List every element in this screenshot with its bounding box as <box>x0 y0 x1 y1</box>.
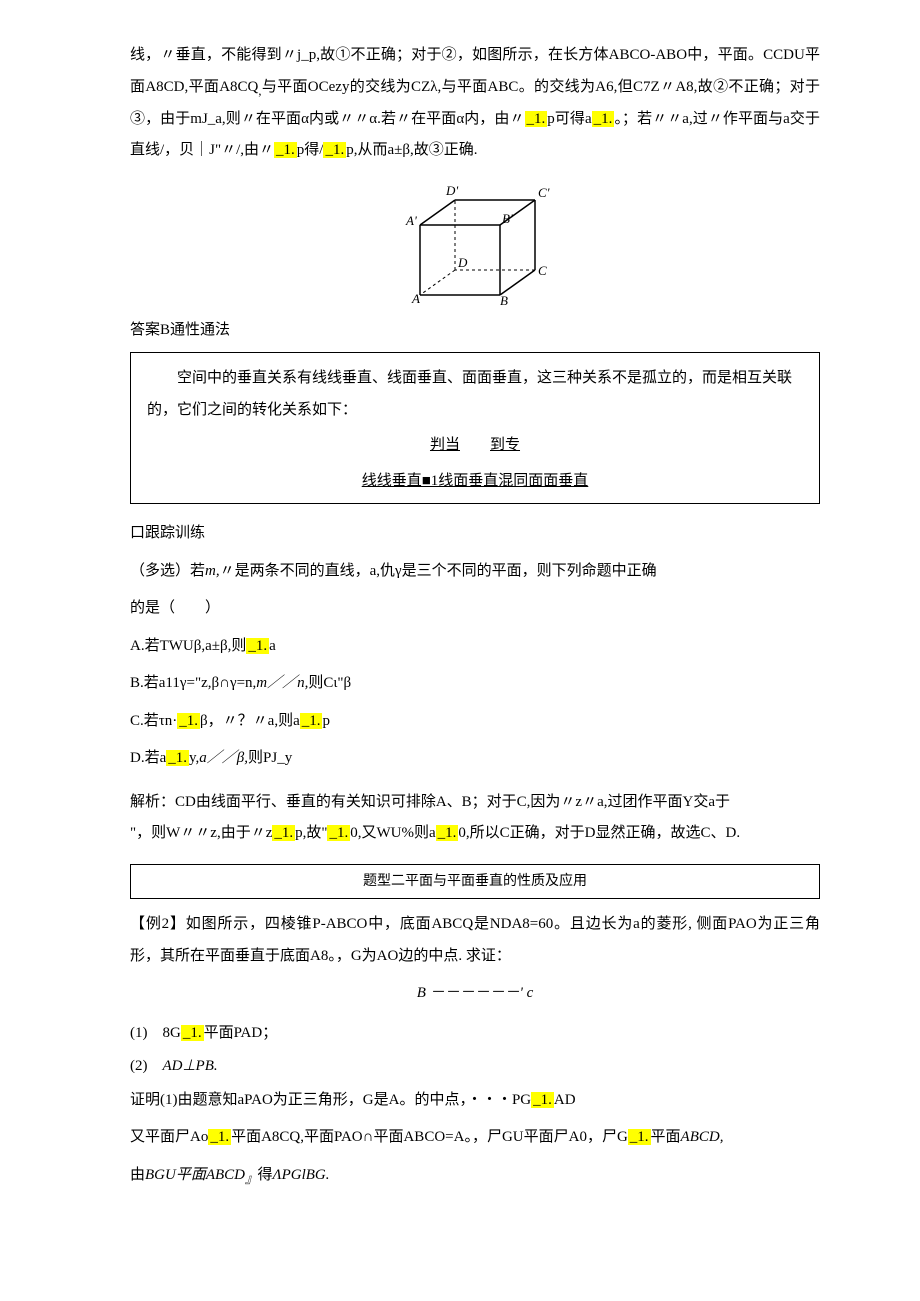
text: D.若a <box>130 750 166 766</box>
stem-line1: （多选）若m,〃是两条不同的直线，a,仇γ是三个不同的平面，则下列命题中正确 <box>130 556 820 588</box>
tracking-title: 口跟踪训练 <box>130 518 820 550</box>
intro-paragraph: 线，〃垂直，不能得到〃j_p,故①不正确；对于②，如图所示，在长方体ABCO-A… <box>130 40 820 167</box>
label-Ap: A' <box>405 213 417 228</box>
text: 解析：CD由线面平行、垂直的有关知识可排除A、B；对于C,因为〃z〃a,过团作平… <box>130 794 730 810</box>
text: p <box>322 713 330 729</box>
proof-line2: 又平面尸Ao_1.平面A8CQ,平面PAO∩平面ABCO=A。，尸GU平面尸A0… <box>130 1122 820 1154</box>
highlight: _1. <box>531 1092 554 1108</box>
text: 则PJ_y <box>248 750 292 766</box>
highlight: _1. <box>181 1025 204 1041</box>
italic: m／／n, <box>256 675 308 691</box>
italic: a／／β, <box>199 750 248 766</box>
proof-line1: 证明(1)由题意知aPAO为正三角形，G是A。的中点，・・・PG_1.AD <box>130 1085 820 1117</box>
solution-cd: 解析：CD由线面平行、垂直的有关知识可排除A、B；对于C,因为〃z〃a,过团作平… <box>130 787 820 850</box>
type2-heading: 题型二平面与平面垂直的性质及应用 <box>130 864 820 899</box>
text: 0,又WU%则a <box>350 825 435 841</box>
italic: AD⊥PB. <box>163 1058 218 1074</box>
text: 则Cι"β <box>308 675 351 691</box>
highlight: _1. <box>166 750 189 766</box>
cube-svg: A B C D A' B' C' D' <box>390 175 560 305</box>
rule-box: 空间中的垂直关系有线线垂直、线面垂直、面面垂直，这三种关系不是孤立的，而是相互关… <box>130 352 820 504</box>
example2-stem: 【例2】如图所示，四棱锥P-ABCO中，底面ABCQ是NDA8=60。且边长为a… <box>130 909 820 972</box>
text: C.若τn· <box>130 713 177 729</box>
italic: m, <box>205 563 220 579</box>
text: p可得a <box>547 111 591 127</box>
text: B.若a11γ="z,β∩γ=n, <box>130 675 256 691</box>
text: （多选）若 <box>130 563 205 579</box>
option-b: B.若a11γ="z,β∩γ=n,m／／n,则Cι"β <box>130 668 820 700</box>
sub: 』 <box>245 1172 258 1186</box>
formula-bc: B －－－－－－' c <box>130 978 820 1010</box>
text: β，〃？〃a,则a <box>200 713 300 729</box>
italic: ABCD, <box>681 1129 724 1145</box>
label-Cp: C' <box>538 185 550 200</box>
italic: BGU平面ABCD <box>145 1167 245 1183</box>
rule-row2: 线线垂直■1线面垂直混同面面垂直 <box>147 466 803 498</box>
label-B: B <box>500 293 508 305</box>
highlight: _1. <box>327 825 350 841</box>
label-Bp: B' <box>502 211 513 226</box>
text: (2) <box>130 1058 163 1074</box>
text: 又平面尸Ao <box>130 1129 208 1145</box>
highlight: _1. <box>246 638 269 654</box>
highlight: _1. <box>323 142 346 158</box>
text: 平面PAD； <box>204 1025 278 1041</box>
highlight: _1. <box>208 1129 231 1145</box>
option-a: A.若TWUβ,a±β,则_1.a <box>130 631 820 663</box>
italic: ΛPGlBG. <box>273 1167 330 1183</box>
text: y, <box>189 750 199 766</box>
highlight: _1. <box>272 825 295 841</box>
text: "，则W〃〃z,由于〃z <box>130 825 272 841</box>
highlight: _1. <box>300 713 323 729</box>
text: p,从而a±β,故③正确. <box>346 142 477 158</box>
label-D: D <box>457 255 468 270</box>
text: 平面 <box>651 1129 681 1145</box>
text: p得/ <box>297 142 324 158</box>
answer-b-heading: 答案B通性通法 <box>130 315 820 347</box>
highlight: _1. <box>628 1129 651 1145</box>
text: 得 <box>258 1167 273 1183</box>
item-1: (1) 8G_1.平面PAD； <box>130 1018 820 1050</box>
text: a <box>269 638 276 654</box>
highlight: _1. <box>525 111 548 127</box>
rule-u1: 判当 <box>430 437 460 453</box>
text: p,故" <box>295 825 327 841</box>
item-2: (2) AD⊥PB. <box>130 1051 820 1083</box>
rule-row1: 判当 到专 <box>147 430 803 462</box>
highlight: _1. <box>592 111 615 127</box>
highlight: _1. <box>177 713 200 729</box>
label-A: A <box>411 291 420 305</box>
stem-line2: 的是（ ） <box>130 593 820 625</box>
label-C: C <box>538 263 547 278</box>
rule-u2: 到专 <box>490 437 520 453</box>
text: (1) 8G <box>130 1025 181 1041</box>
highlight: _1. <box>274 142 297 158</box>
label-Dp: D' <box>445 183 458 198</box>
rule-text: 空间中的垂直关系有线线垂直、线面垂直、面面垂直，这三种关系不是孤立的，而是相互关… <box>147 363 803 426</box>
text: 证明(1)由题意知aPAO为正三角形，G是A。的中点，・・・PG <box>130 1092 531 1108</box>
option-c: C.若τn·_1.β，〃？〃a,则a_1.p <box>130 706 820 738</box>
text: 0,所以C正确，对于D显然正确，故选C、D. <box>458 825 740 841</box>
text: A.若TWUβ,a±β,则 <box>130 638 246 654</box>
option-d: D.若a_1.y,a／／β,则PJ_y <box>130 743 820 775</box>
text: AD <box>554 1092 576 1108</box>
text: 〃是两条不同的直线，a,仇γ是三个不同的平面，则下列命题中正确 <box>220 563 657 579</box>
proof-line3: 由BGU平面ABCD』得ΛPGlBG. <box>130 1160 820 1192</box>
rule-u3: 线线垂直■1线面垂直混同面面垂直 <box>362 473 589 489</box>
highlight: _1. <box>436 825 459 841</box>
cube-figure: A B C D A' B' C' D' <box>130 175 820 305</box>
text: 由 <box>130 1167 145 1183</box>
text: 平面A8CQ,平面PAO∩平面ABCO=A。，尸GU平面尸A0，尸G <box>231 1129 628 1145</box>
